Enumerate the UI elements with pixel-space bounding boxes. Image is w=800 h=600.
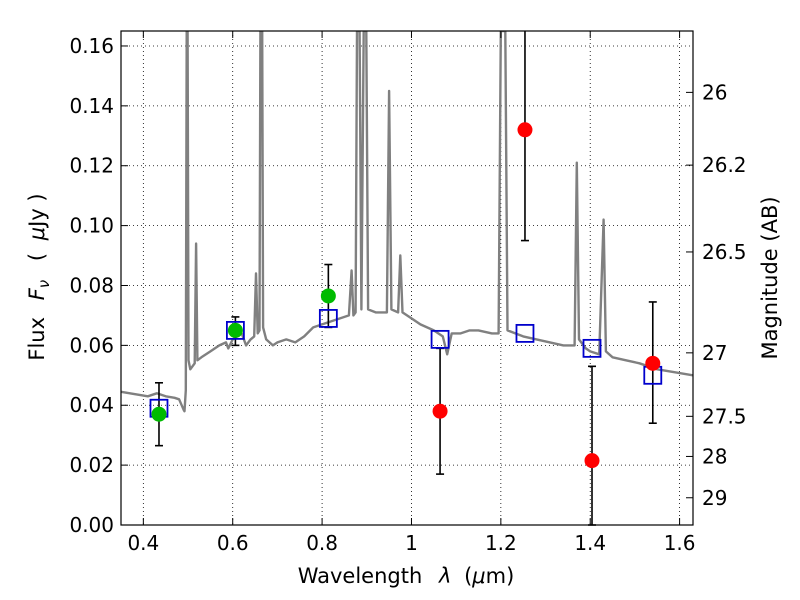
photometry-circle-marker <box>151 406 167 422</box>
x-tick-label: 0.8 <box>306 531 338 555</box>
y2-tick-label: 29 <box>702 486 727 510</box>
photometry-circle-marker <box>584 453 600 469</box>
x-tick-label: 1.2 <box>485 531 517 555</box>
grid-lines <box>121 31 693 526</box>
y-axis-label-symbol: F <box>25 287 49 300</box>
photometry-circle-marker <box>517 122 533 138</box>
photometry-circle-marker <box>320 288 336 304</box>
y2-tick-label: 27.5 <box>702 404 747 428</box>
data-markers <box>149 122 663 469</box>
y-tick-label: 0.16 <box>69 34 114 58</box>
y2-tick-label: 28 <box>702 444 727 468</box>
y2-tick-label: 26 <box>702 80 727 104</box>
photometry-circle-marker <box>645 355 661 371</box>
model-square-marker <box>582 338 602 358</box>
y-axis-label: Flux Fν ( μJy ) <box>25 193 54 360</box>
axis-ticks: 0.4 0.6 0.8 1 1.2 1.4 1.6 0.00 0.02 0.04 0.06 0.08 0… <box>69 31 747 555</box>
model-square-marker <box>225 320 245 340</box>
y-axis-label-text: Flux <box>25 317 49 361</box>
x-axis-label-unit-mu: μ <box>471 564 485 588</box>
model-square-marker <box>515 323 535 343</box>
x-tick-label: 1.6 <box>664 531 696 555</box>
y-tick-label: 0.10 <box>69 214 114 238</box>
spectrum-path <box>121 31 693 413</box>
y-tick-label: 0.08 <box>69 273 114 297</box>
x-axis-label-text: Wavelength <box>298 564 423 588</box>
x-tick-label: 1.4 <box>574 531 606 555</box>
x-axis-label-unit-open: ( <box>464 564 472 588</box>
x-axis-label: Wavelength λ (μm) <box>298 564 515 588</box>
y-axis-label-unit-rest: Jy ) <box>25 193 49 229</box>
y-axis-label-symbol-sub: ν <box>35 280 53 288</box>
y2-tick-label: 26.2 <box>702 153 747 177</box>
y-axis-label-unit-mu: μ <box>25 227 49 241</box>
x-tick-label: 0.6 <box>217 531 249 555</box>
y-tick-label: 0.12 <box>69 154 114 178</box>
y2-axis-label: Magnitude (AB) <box>758 196 782 359</box>
error-bars <box>154 31 657 526</box>
x-tick-label: 1 <box>405 531 418 555</box>
y-tick-label: 0.02 <box>69 453 114 477</box>
model-square-marker <box>318 309 338 328</box>
model-square-marker <box>430 329 450 349</box>
x-tick-label: 0.4 <box>127 531 159 555</box>
photometry-circle-marker <box>432 403 448 419</box>
y-tick-label: 0.06 <box>69 333 114 357</box>
y-tick-label: 0.00 <box>69 513 114 537</box>
y-tick-label: 0.04 <box>69 393 114 417</box>
y2-tick-label: 26.5 <box>702 240 747 264</box>
y-tick-label: 0.14 <box>69 94 114 118</box>
y2-tick-label: 27 <box>702 341 727 365</box>
plot-frame <box>120 30 694 526</box>
y-axis-label-unit-open: ( <box>25 253 49 261</box>
x-axis-label-symbol: λ <box>438 564 451 588</box>
x-axis-label-unit-rest: m) <box>486 564 515 588</box>
spectrum-line <box>121 31 693 413</box>
photometry-circle-marker <box>227 322 243 338</box>
